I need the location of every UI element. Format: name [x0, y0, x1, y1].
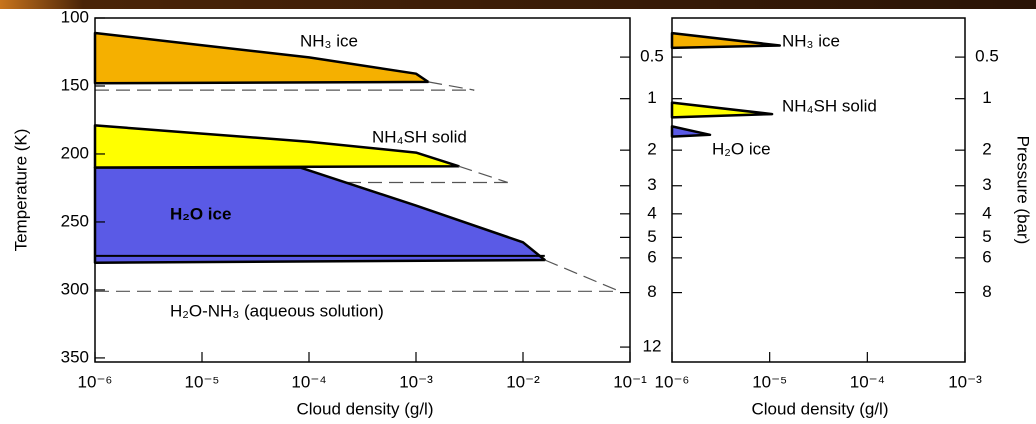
annotation: H₂O-NH₃ (aqueous solution): [170, 301, 384, 320]
y2-tick-label: 1: [647, 88, 656, 107]
condensation-line: [544, 259, 620, 292]
y2-tick-label: 0.5: [640, 47, 664, 66]
plot-frame: [94, 17, 631, 363]
x-tick-label: 10⁻⁴: [850, 372, 885, 391]
cloud-label: NH₃ ice: [300, 31, 358, 50]
y-tick-label: 300: [61, 279, 89, 298]
y-tick-label: 100: [61, 7, 89, 26]
x-tick-label: 10⁻⁶: [78, 372, 113, 391]
x-tick-label: 10⁻¹: [613, 372, 647, 391]
y2-tick-label: 6: [982, 247, 991, 266]
cloud-region: [670, 125, 712, 138]
x-axis-label: Cloud density (g/l): [296, 399, 433, 418]
y-tick-label: 250: [61, 211, 89, 230]
y-tick-label: 350: [61, 347, 89, 366]
x-tick-label: 10⁻⁴: [291, 372, 326, 391]
y2-tick-label: 3: [982, 175, 991, 194]
cloud-label: H₂O ice: [170, 204, 231, 223]
x-axis-label: Cloud density (g/l): [751, 399, 888, 418]
condensation-line: [428, 81, 475, 91]
x-tick-label: 10⁻⁵: [752, 372, 787, 391]
y2-tick-label: 1: [982, 88, 991, 107]
cloud-label: NH₄SH solid: [372, 127, 467, 146]
x-tick-label: 10⁻³: [948, 372, 982, 391]
y2-tick-label: 0.5: [975, 47, 999, 66]
y2-tick-label: 12: [643, 337, 662, 356]
condensation-line: [458, 165, 508, 184]
cloud-region: [93, 31, 430, 85]
x-tick-label: 10⁻⁶: [655, 372, 690, 391]
x-tick-label: 10⁻³: [399, 372, 433, 391]
top-band: [0, 0, 1036, 9]
y2-tick-label: 2: [647, 140, 656, 159]
y2-tick-label: 4: [982, 203, 991, 222]
y-axis-label: Temperature (K): [11, 129, 30, 252]
y2-tick-label: 6: [647, 247, 656, 266]
plot-frame: [671, 17, 966, 363]
x-tick-label: 10⁻⁵: [185, 372, 220, 391]
cloud-region: [670, 31, 782, 50]
cloud-label: NH₃ ice: [782, 31, 840, 50]
cloud-label: NH₄SH solid: [782, 96, 877, 115]
y2-axis-label: Pressure (bar): [1014, 136, 1033, 245]
y2-tick-label: 8: [982, 282, 991, 301]
cloud-region: [670, 101, 774, 119]
y-tick-label: 200: [61, 143, 89, 162]
y2-tick-label: 4: [647, 203, 656, 222]
y2-tick-label: 8: [647, 282, 656, 301]
y-tick-label: 150: [61, 75, 89, 94]
cloud-label: H₂O ice: [712, 139, 771, 158]
cloud-region: [93, 166, 547, 264]
y2-tick-label: 2: [982, 140, 991, 159]
y2-tick-label: 5: [982, 227, 991, 246]
y2-tick-label: 5: [647, 227, 656, 246]
x-tick-label: 10⁻²: [506, 372, 540, 391]
y2-tick-label: 3: [647, 175, 656, 194]
